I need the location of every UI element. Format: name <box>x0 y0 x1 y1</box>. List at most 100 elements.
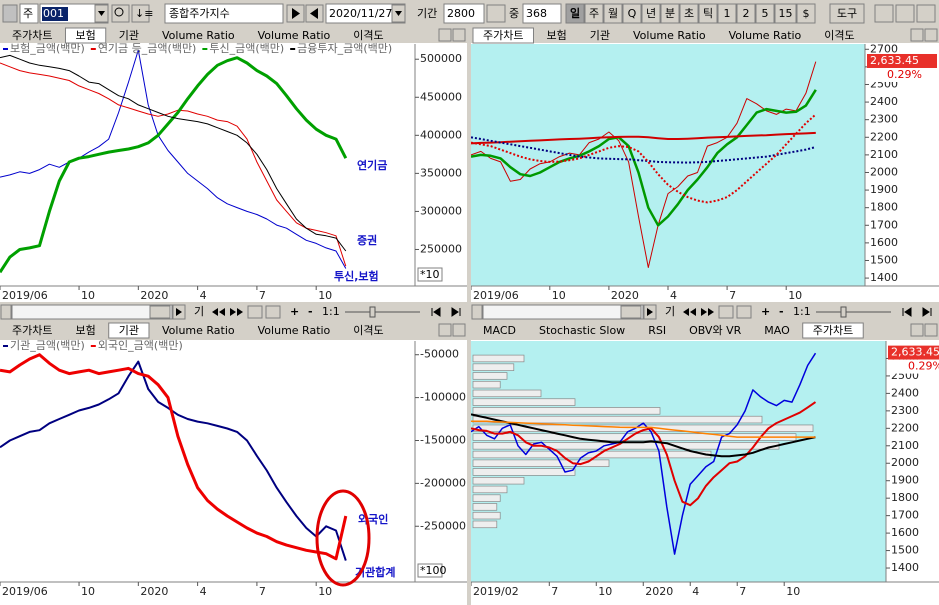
zoom-ratio[interactable]: 1:1 <box>322 305 340 318</box>
tool-icon[interactable] <box>111 4 130 23</box>
scroll-left[interactable] <box>471 304 483 320</box>
period-button[interactable] <box>698 3 718 24</box>
tab[interactable] <box>638 323 677 338</box>
name-field[interactable] <box>164 3 284 24</box>
tab[interactable] <box>151 28 245 43</box>
tab-label[interactable]: 보험 <box>75 29 95 42</box>
tab[interactable] <box>343 323 394 338</box>
tab[interactable] <box>108 28 149 43</box>
tab-label[interactable]: Volume Ratio <box>258 29 331 42</box>
control-label[interactable]: 기 <box>665 305 675 318</box>
tab-label[interactable]: 주가차트 <box>12 29 52 42</box>
tab-label[interactable]: MAO <box>764 324 790 337</box>
tab-label[interactable]: Volume Ratio <box>162 324 235 337</box>
tool-icon[interactable] <box>131 4 150 23</box>
last-glyph[interactable] <box>922 307 932 317</box>
tab[interactable] <box>473 323 526 338</box>
scroll-left[interactable] <box>0 304 12 320</box>
period-button[interactable] <box>660 3 680 24</box>
tab-label[interactable]: 주가차트 <box>12 324 52 337</box>
tab[interactable] <box>802 322 864 339</box>
pane-button[interactable] <box>438 28 452 42</box>
zoom-in[interactable]: + <box>761 305 770 318</box>
scroll-thumb[interactable] <box>149 305 171 319</box>
pane-button[interactable] <box>910 28 924 42</box>
pane-button[interactable] <box>438 323 452 337</box>
period-button[interactable] <box>796 3 816 24</box>
tab-label[interactable]: 이격도 <box>353 324 383 337</box>
first-glyph[interactable] <box>431 307 441 317</box>
zoom-knob[interactable] <box>840 306 847 318</box>
tab-label[interactable]: 보험 <box>546 29 566 42</box>
tab-label[interactable]: MACD <box>483 324 516 337</box>
pane-button[interactable] <box>924 323 938 337</box>
pane-button[interactable] <box>910 323 924 337</box>
tab-label[interactable]: 보험 <box>75 324 95 337</box>
chart-tool-icon[interactable] <box>247 305 263 319</box>
tab[interactable] <box>64 27 107 44</box>
mid-field[interactable] <box>522 3 562 24</box>
tab[interactable] <box>679 323 752 338</box>
tab[interactable] <box>579 28 620 43</box>
first-glyph[interactable] <box>902 307 912 317</box>
period-button[interactable] <box>565 3 585 24</box>
tab[interactable] <box>247 323 341 338</box>
period-button[interactable] <box>603 3 623 24</box>
control-label[interactable]: 기 <box>194 305 204 318</box>
tab-label[interactable]: RSI <box>648 324 666 337</box>
option-icon[interactable] <box>486 4 506 23</box>
forward-glyph[interactable] <box>701 308 714 316</box>
last-glyph[interactable] <box>451 307 461 317</box>
scroll-track[interactable] <box>11 304 173 320</box>
scroll-thumb[interactable] <box>620 305 642 319</box>
tab[interactable] <box>65 323 106 338</box>
pane-button[interactable] <box>452 323 466 337</box>
period-button[interactable] <box>717 3 737 24</box>
toolbar-icon[interactable] <box>916 4 936 23</box>
period-button[interactable] <box>584 3 604 24</box>
zoom-out[interactable]: - <box>779 305 784 318</box>
zoom-knob[interactable] <box>369 306 376 318</box>
tab[interactable] <box>536 28 577 43</box>
tab-label[interactable]: Stochastic Slow <box>539 324 625 337</box>
rewind-glyph[interactable] <box>212 308 225 316</box>
tab[interactable] <box>247 28 341 43</box>
zoom-out[interactable]: - <box>308 305 313 318</box>
period-button[interactable] <box>774 3 797 24</box>
tab[interactable] <box>151 323 245 338</box>
tool-button[interactable] <box>829 3 865 24</box>
tab[interactable] <box>472 27 534 44</box>
tab-label[interactable]: 이격도 <box>824 29 854 42</box>
period-button[interactable] <box>622 3 642 24</box>
chart-tool-icon[interactable] <box>718 305 734 319</box>
period-button[interactable] <box>641 3 661 24</box>
scroll-track[interactable] <box>482 304 644 320</box>
tab-label[interactable]: Volume Ratio <box>633 29 706 42</box>
tab-label[interactable]: 주가차트 <box>483 29 523 42</box>
tab-label[interactable]: 기관 <box>590 29 610 42</box>
period-button[interactable] <box>755 3 775 24</box>
tab-label[interactable]: Volume Ratio <box>162 29 235 42</box>
tab[interactable] <box>2 323 63 338</box>
tab-label[interactable]: OBV와 VR <box>689 324 742 337</box>
tab-label[interactable]: 이격도 <box>353 29 383 42</box>
chart-tool-icon[interactable] <box>265 305 281 319</box>
tab-label[interactable]: Volume Ratio <box>729 29 802 42</box>
pane-button[interactable] <box>452 28 466 42</box>
period-field[interactable] <box>443 3 485 24</box>
market-field[interactable] <box>19 3 39 24</box>
rewind-glyph[interactable] <box>683 308 696 316</box>
toolbar-icon[interactable] <box>895 4 915 23</box>
pane-button[interactable] <box>924 28 938 42</box>
period-button[interactable] <box>736 3 756 24</box>
tab[interactable] <box>528 323 636 338</box>
tab-label[interactable]: Volume Ratio <box>258 324 331 337</box>
chart-tool-icon[interactable] <box>736 305 752 319</box>
tab[interactable] <box>622 28 716 43</box>
zoom-ratio[interactable]: 1:1 <box>793 305 811 318</box>
tab-label[interactable]: 기관 <box>119 29 139 42</box>
app-icon[interactable] <box>2 4 18 23</box>
tab[interactable] <box>718 28 812 43</box>
tab-label[interactable]: 기관 <box>119 324 139 337</box>
tab[interactable] <box>108 322 150 339</box>
